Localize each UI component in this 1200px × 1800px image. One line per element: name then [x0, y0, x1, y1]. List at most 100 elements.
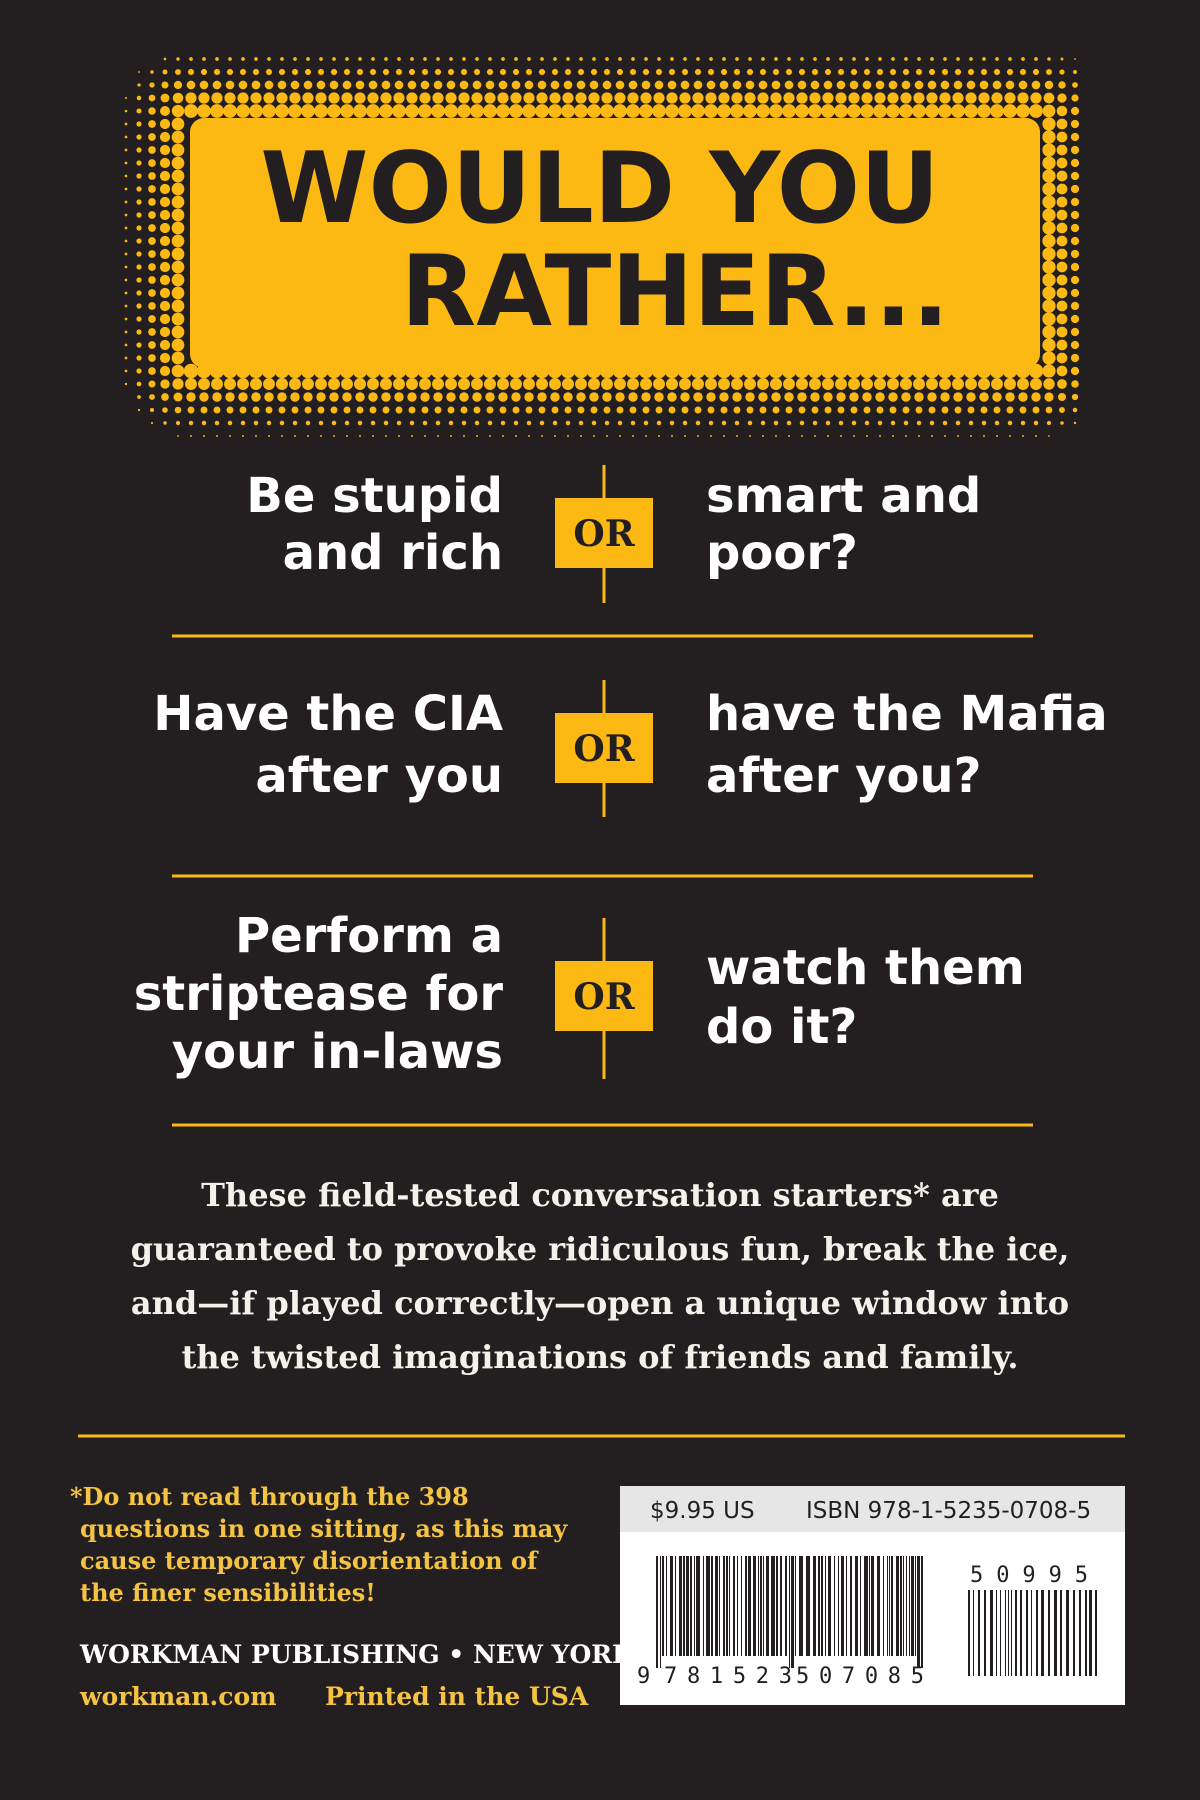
halftone-dot	[1056, 209, 1068, 221]
bar	[1066, 1590, 1069, 1676]
halftone-dot	[1042, 299, 1056, 313]
halftone-dot	[770, 92, 782, 104]
halftone-dot	[329, 80, 339, 90]
halftone-dot	[642, 68, 650, 76]
halftone-dot	[669, 420, 675, 426]
halftone-dot	[251, 392, 261, 402]
halftone-dot	[1042, 221, 1056, 235]
halftone-dot	[159, 274, 171, 286]
halftone-dot	[224, 378, 236, 390]
halftone-dot	[421, 406, 429, 414]
halftone-dot	[136, 173, 142, 179]
halftone-dot	[185, 92, 197, 104]
halftone-dot	[318, 420, 324, 426]
halftone-dot	[1042, 156, 1056, 170]
halftone-dot	[944, 435, 946, 437]
halftone-dot	[942, 420, 948, 426]
halftone-dot	[460, 68, 468, 76]
halftone-dot	[707, 68, 715, 76]
halftone-dot	[1044, 80, 1054, 90]
halftone-dot	[1042, 117, 1056, 131]
bar	[741, 1556, 742, 1656]
option-right: poor?	[706, 525, 858, 581]
halftone-dot	[289, 92, 301, 104]
bar	[690, 1556, 692, 1656]
halftone-dot	[940, 392, 950, 402]
bar	[706, 1556, 710, 1656]
halftone-dot	[614, 378, 626, 390]
option-right: after you?	[706, 748, 981, 804]
halftone-dot	[951, 104, 965, 118]
halftone-dot	[124, 369, 128, 373]
halftone-dot	[496, 104, 510, 118]
halftone-dot	[434, 406, 442, 414]
halftone-dot	[697, 435, 699, 437]
halftone-dot	[489, 435, 491, 437]
halftone-dot	[587, 104, 601, 118]
bar	[799, 1556, 803, 1656]
halftone-dot	[891, 57, 895, 61]
bar	[737, 1556, 738, 1656]
halftone-dot	[913, 378, 925, 390]
or-label: OR	[573, 728, 635, 770]
halftone-dot	[1056, 300, 1068, 312]
halftone-dot	[903, 420, 909, 426]
or-box	[555, 961, 653, 1031]
halftone-dot	[562, 378, 574, 390]
halftone-dot	[263, 92, 275, 104]
halftone-dot	[136, 212, 142, 218]
bar	[1095, 1590, 1097, 1676]
halftone-dot	[228, 57, 232, 61]
halftone-dot	[317, 68, 325, 76]
option-right: smart and	[706, 468, 981, 524]
bar	[825, 1556, 826, 1656]
halftone-dot	[124, 174, 128, 178]
halftone-dot	[252, 68, 260, 76]
bar	[758, 1556, 759, 1656]
halftone-dot	[431, 104, 445, 118]
halftone-dot	[665, 104, 679, 118]
halftone-dot	[616, 406, 624, 414]
halftone-dot	[124, 200, 128, 204]
halftone-dot	[278, 406, 286, 414]
halftone-dot	[148, 328, 156, 336]
halftone-dot	[367, 378, 379, 390]
halftone-dot	[744, 378, 756, 390]
halftone-dot	[746, 68, 754, 76]
option-right: do it?	[706, 999, 857, 1055]
halftone-dot	[227, 420, 233, 426]
halftone-dot	[813, 57, 817, 61]
halftone-dot	[1046, 69, 1052, 75]
halftone-dot	[382, 406, 390, 414]
halftone-dot	[1007, 420, 1013, 426]
halftone-dot	[821, 104, 835, 118]
halftone-dot	[346, 435, 348, 437]
option-left: and rich	[283, 525, 503, 581]
halftone-dot	[772, 68, 780, 76]
halftone-dot	[223, 104, 237, 118]
halftone-dot	[692, 92, 704, 104]
halftone-dot	[471, 92, 483, 104]
halftone-dot	[1042, 234, 1056, 248]
halftone-dot	[796, 378, 808, 390]
bar	[1048, 1590, 1050, 1676]
halftone-dot	[627, 92, 639, 104]
halftone-dot	[1042, 260, 1056, 274]
halftone-dot	[148, 211, 156, 219]
halftone-dot	[979, 392, 989, 402]
halftone-dot	[171, 351, 185, 365]
halftone-dot	[787, 57, 791, 61]
title-line: RATHER...	[401, 235, 949, 349]
option-left: striptease for	[134, 966, 504, 1022]
halftone-dot	[159, 339, 171, 351]
halftone-dot	[1056, 326, 1068, 338]
halftone-dot	[279, 420, 285, 426]
halftone-dot	[852, 57, 856, 61]
halftone-dot	[848, 378, 860, 390]
halftone-dot	[1042, 143, 1056, 157]
halftone-dot	[1029, 104, 1043, 118]
halftone-dot	[149, 82, 155, 88]
bar	[1000, 1590, 1001, 1676]
halftone-dot	[1042, 104, 1056, 118]
halftone-dot	[446, 392, 456, 402]
